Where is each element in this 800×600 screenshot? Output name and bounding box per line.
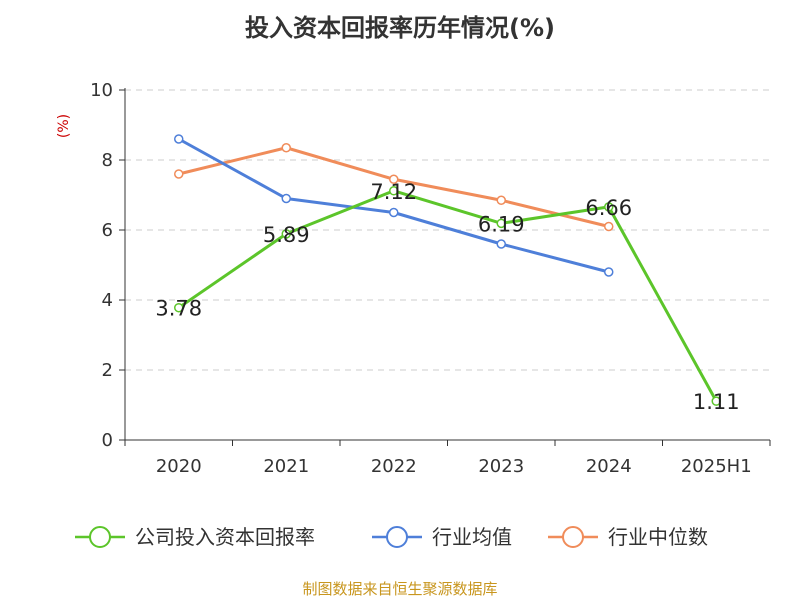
data-point	[174, 302, 184, 313]
y-tick-label: 0	[102, 430, 113, 451]
x-tick-label: 2023	[478, 456, 524, 477]
legend-swatch-marker	[89, 526, 111, 548]
data-point	[281, 193, 291, 204]
series-lines	[174, 134, 721, 406]
data-label: 5.89	[263, 223, 310, 247]
legend: 公司投入资本回报率 行业均值 行业中位数	[75, 525, 708, 549]
x-tick-label: 2022	[371, 456, 417, 477]
data-point	[496, 239, 506, 249]
series-line	[177, 189, 718, 402]
data-point	[174, 134, 184, 144]
data-point	[174, 169, 184, 179]
data-point	[281, 143, 291, 153]
data-label: 1.11	[693, 390, 740, 414]
y-tick-label: 10	[90, 80, 113, 101]
y-tick-label: 4	[102, 290, 113, 311]
grid-lines	[125, 89, 770, 371]
y-tick-label: 2	[102, 360, 113, 381]
axes: 0 2 4 6 8 10 2020 2021 2022 2023 2024 2025H1	[90, 80, 771, 477]
data-point	[389, 207, 399, 218]
x-tick-label: 2024	[586, 456, 632, 477]
data-point	[389, 186, 399, 196]
y-tick-label: 8	[102, 150, 113, 171]
y-axis-unit-label: (%)	[56, 114, 72, 138]
legend-label: 行业中位数	[608, 525, 708, 549]
data-label: 7.12	[370, 180, 417, 204]
data-point	[604, 202, 614, 212]
data-point	[496, 218, 506, 229]
data-label: 3.78	[155, 297, 202, 321]
legend-label: 公司投入资本回报率	[135, 525, 315, 549]
y-tick-label: 6	[102, 220, 113, 241]
chart-title: 投入资本回报率历年情况(%)	[245, 14, 555, 42]
data-point	[389, 174, 399, 184]
data-label: 6.66	[585, 196, 632, 220]
x-tick-label: 2021	[263, 456, 309, 477]
legend-swatch-marker	[562, 526, 584, 548]
data-point	[604, 267, 614, 277]
data-point	[496, 195, 506, 205]
data-point	[281, 229, 291, 239]
x-tick-label: 2020	[156, 456, 202, 477]
data-label: 6.19	[478, 212, 525, 236]
x-tick-label: 2025H1	[681, 456, 752, 477]
data-point	[604, 221, 614, 232]
source-note: 制图数据来自恒生聚源数据库	[302, 580, 498, 598]
data-labels: 3.78 5.89 7.12 6.19 6.66 1.11	[155, 180, 739, 414]
legend-label: 行业均值	[432, 525, 512, 549]
data-point	[711, 396, 721, 406]
legend-swatch-marker	[386, 526, 408, 548]
